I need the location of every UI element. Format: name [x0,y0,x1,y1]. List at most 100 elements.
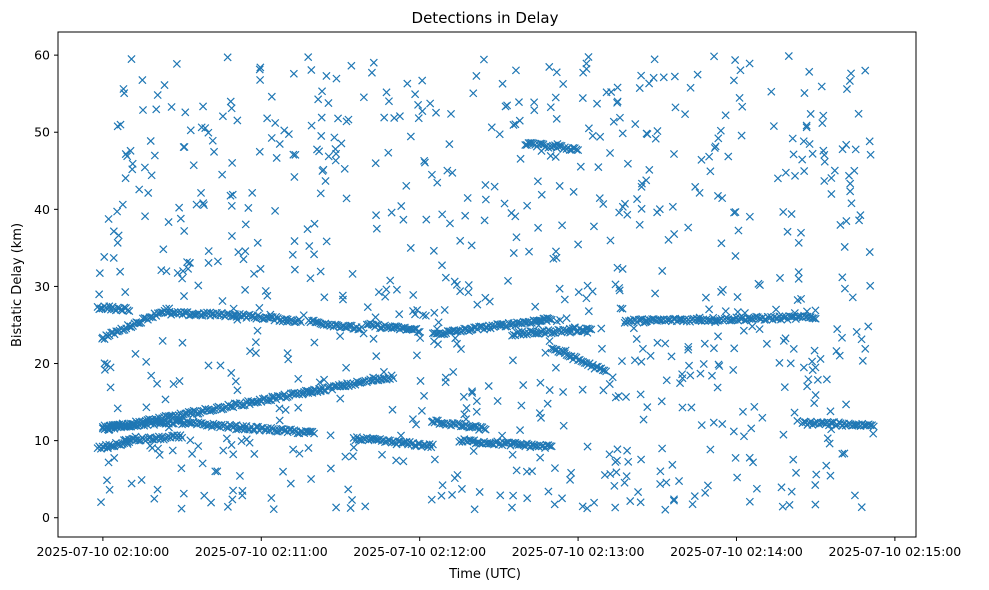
data-point [590,498,599,507]
data-point [718,194,727,203]
data-point [456,345,465,354]
data-point [334,114,343,123]
data-point [291,150,300,159]
data-point [869,429,878,438]
data-point [622,472,631,481]
data-point [717,239,726,248]
data-point [838,145,847,154]
data-point [468,387,477,396]
data-point [802,121,811,130]
data-point [789,150,798,159]
data-point [105,485,114,494]
data-point [371,159,380,168]
data-point [294,374,303,383]
data-point [685,361,694,370]
data-point [516,154,525,163]
data-point [178,338,187,347]
data-point [599,386,608,395]
data-point [544,487,553,496]
data-point [472,71,481,80]
data-point [847,69,856,78]
data-point [437,491,446,500]
data-point [331,156,340,165]
data-point [508,450,517,459]
data-point [229,486,238,495]
data-point [811,481,820,490]
data-point [706,445,715,454]
data-point [125,307,134,316]
data-point [631,120,640,129]
data-point [417,406,426,415]
data-point [386,276,395,285]
data-point [172,59,181,68]
data-point [810,346,819,355]
data-point [778,502,787,511]
y-tick-label: 60 [34,48,50,63]
data-point [552,253,561,262]
data-point [235,471,244,480]
data-point [624,457,633,466]
data-point [617,357,626,366]
data-point [498,431,507,440]
data-point [811,306,820,315]
data-point [794,268,803,277]
data-point [623,159,632,168]
data-point [155,450,164,459]
data-point [681,110,690,119]
data-point [798,155,807,164]
data-point [842,217,851,226]
data-point [569,187,578,196]
data-point [822,375,831,384]
data-point [634,488,643,497]
data-point [786,312,795,321]
data-point [530,106,539,115]
data-point [271,206,280,215]
data-point [847,199,856,208]
data-point [559,387,568,397]
data-point [734,226,743,235]
data-point [197,188,206,197]
data-point [658,444,667,453]
data-point [653,208,662,217]
data-point [716,126,725,135]
data-point [762,339,771,348]
data-point [779,430,788,439]
data-point [464,288,473,297]
data-point [826,407,835,416]
data-point [216,361,225,370]
data-point [371,313,380,322]
data-point [695,188,704,197]
data-point [693,70,702,79]
data-point [121,288,130,297]
data-point [543,399,552,408]
data-point [856,211,865,220]
data-point [636,390,645,399]
data-point [263,396,272,405]
data-point [437,418,446,428]
data-point [522,467,531,476]
data-point [721,111,730,120]
data-point [531,442,540,451]
data-point [840,449,849,458]
data-point [226,97,235,106]
data-point [731,56,740,65]
data-point [198,459,207,468]
data-point [661,505,670,514]
data-point [800,167,809,176]
data-point [645,165,654,174]
data-point [210,147,219,156]
data-point [430,337,439,346]
data-point [154,444,163,453]
y-tick-label: 50 [34,125,50,140]
data-point [348,269,357,278]
data-point [618,304,627,313]
data-point [179,292,189,301]
data-point [219,446,228,455]
data-point [585,325,594,334]
data-point [137,475,146,484]
data-point [253,326,262,335]
data-point [150,151,159,160]
data-point [615,286,624,295]
data-point [745,453,754,462]
data-point [624,317,633,326]
